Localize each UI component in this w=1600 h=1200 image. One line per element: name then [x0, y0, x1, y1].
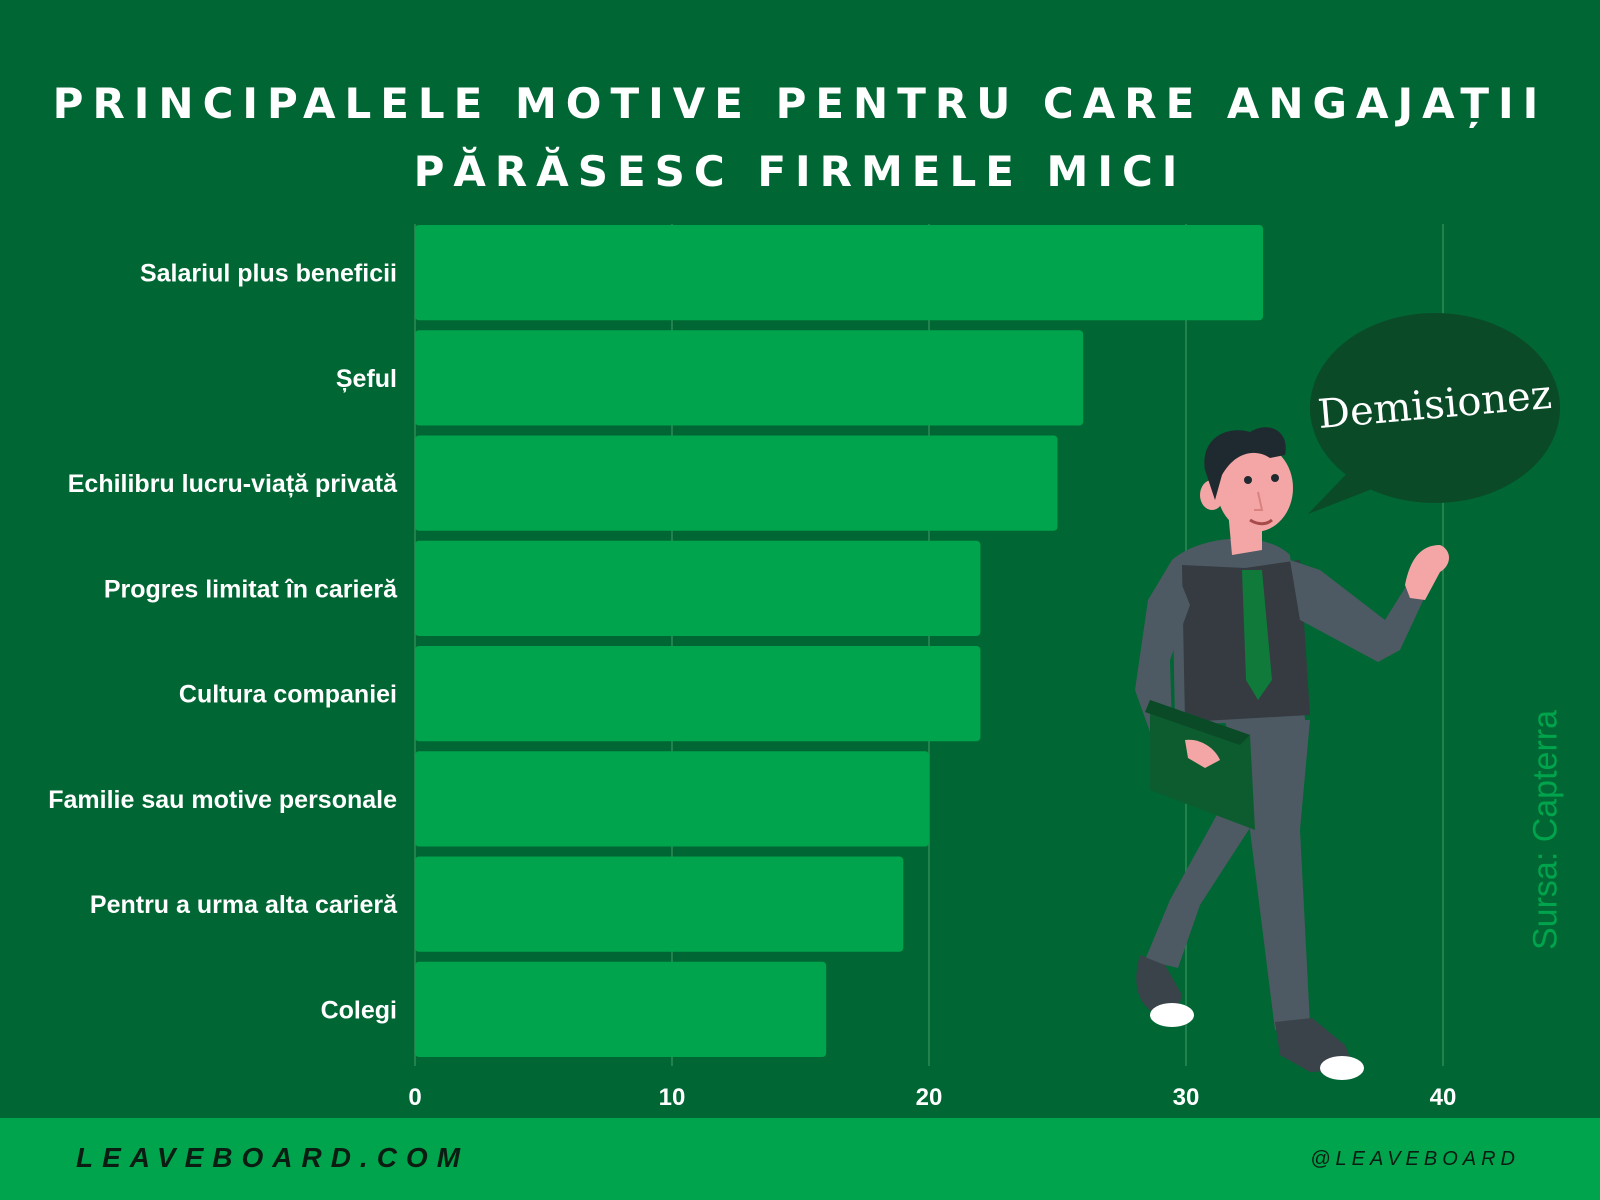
category-label: Pentru a urma alta carieră	[90, 891, 398, 919]
speech-bubble: Demisionez	[1308, 313, 1560, 514]
category-label: Colegi	[321, 996, 397, 1024]
bar	[415, 646, 981, 742]
category-labels: Salariul plus beneficii Șeful Echilibru lu…	[48, 260, 398, 1025]
x-tick-label: 20	[916, 1084, 943, 1111]
chart-title-line-2: PĂRĂSESC FIRMELE MICI	[413, 147, 1187, 196]
x-tick-label: 0	[408, 1084, 421, 1111]
category-label: Cultura companiei	[179, 681, 397, 709]
chart-title-line-1: PRINCIPALELE MOTIVE PENTRU CARE ANGAJAȚI…	[52, 79, 1548, 128]
walking-man-illustration: Demisionez	[1135, 313, 1560, 1080]
x-tick-label: 40	[1430, 1084, 1457, 1111]
footer-social-handle[interactable]: @LEAVEBOARD	[1310, 1148, 1520, 1170]
source-note: Sursa: Capterra	[1526, 710, 1565, 950]
bar-chart: Salariul plus beneficii Șeful Echilibru lu…	[48, 224, 1456, 1111]
bar	[415, 225, 1264, 321]
chart-title: PRINCIPALELE MOTIVE PENTRU CARE ANGAJAȚI…	[0, 70, 1600, 206]
category-label: Progres limitat în carieră	[104, 575, 398, 603]
x-tick-label: 10	[659, 1084, 686, 1111]
category-label: Echilibru lucru-viață privată	[68, 470, 398, 498]
bar	[415, 435, 1058, 531]
bar	[415, 540, 981, 636]
bar	[415, 330, 1084, 426]
category-label: Salariul plus beneficii	[140, 260, 397, 288]
footer-site-link[interactable]: LEAVEBOARD.COM	[76, 1142, 470, 1173]
bar	[415, 961, 827, 1057]
bars	[415, 225, 1264, 1057]
bar	[415, 856, 904, 952]
bar	[415, 751, 929, 847]
x-axis-ticks: 0 10 20 30 40	[408, 1084, 1456, 1111]
category-label: Familie sau motive personale	[48, 786, 397, 814]
category-label: Șeful	[336, 365, 397, 393]
x-tick-label: 30	[1173, 1084, 1200, 1111]
footer-bar: LEAVEBOARD.COM @LEAVEBOARD	[0, 1118, 1600, 1200]
